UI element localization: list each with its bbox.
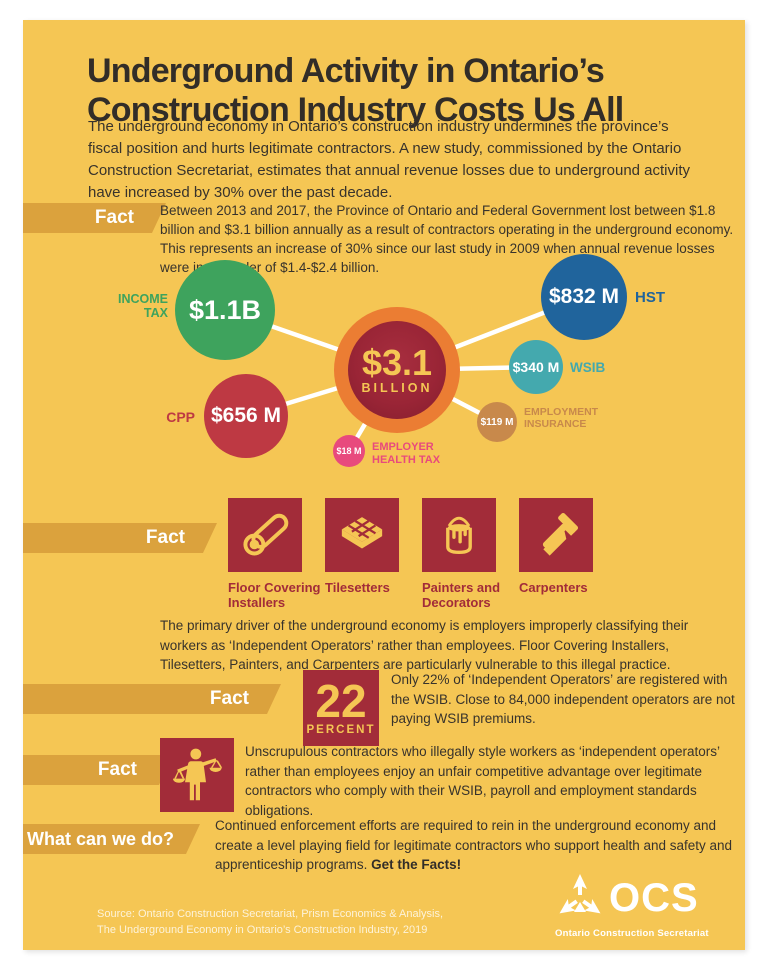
label-income-tax: INCOME TAX	[118, 292, 168, 320]
trade-label-painters: Painters and Decorators	[422, 580, 501, 610]
ocs-logo-acronym: OCS	[609, 876, 699, 920]
total-unit: BILLION	[361, 380, 433, 395]
cta-text: Continued enforcement efforts are requir…	[215, 816, 740, 875]
cta-banner: What can we do?	[23, 824, 200, 854]
stat-unit: PERCENT	[306, 724, 376, 736]
bubble-employer-health-tax: $18 M	[333, 435, 365, 467]
trade-label-tilesetters: Tilesetters	[325, 580, 390, 595]
trade-tile-carpenters	[519, 498, 593, 572]
stat-number: 22	[315, 675, 367, 727]
trade-label-floor-covering: Floor Covering Installers	[228, 580, 321, 610]
fact1-text: Between 2013 and 2017, the Province of O…	[160, 203, 734, 275]
fact3-banner: Fact	[23, 684, 281, 714]
label-hst: HST	[635, 289, 665, 306]
scales-of-justice-icon	[173, 748, 223, 801]
fact1-banner: Fact	[23, 203, 166, 233]
bubble-hst-value: $832 M	[548, 285, 620, 308]
cta-text-bold: Get the Facts!	[371, 857, 462, 872]
bubble-total-inner: $3.1 BILLION	[348, 321, 446, 419]
ocs-logo-name: Ontario Construction Secretariat	[555, 928, 709, 939]
intro-text: The underground economy in Ontario’s con…	[88, 118, 691, 201]
bubble-eht-value: $18 M	[336, 446, 362, 456]
trade-tile-floor-covering	[228, 498, 302, 572]
fact4-text: Unscrupulous contractors who illegally s…	[245, 744, 720, 818]
fact4-banner: Fact	[23, 755, 173, 785]
tiles-icon	[341, 517, 383, 549]
fact4-icon-tile	[160, 738, 234, 812]
cta-text-body: Continued enforcement efforts are requir…	[215, 818, 733, 872]
page-title: Underground Activity in Ontario’s Constr…	[87, 52, 624, 129]
bubble-ei-value: $119 M	[480, 416, 514, 428]
paint-can-icon	[446, 516, 472, 555]
fact3-text: Only 22% of ‘Independent Operators’ are …	[391, 672, 735, 726]
source-text: Source: Ontario Construction Secretariat…	[97, 908, 444, 936]
bubble-income-tax-value: $1.1B	[188, 294, 262, 325]
bubble-total: $3.1 BILLION	[334, 307, 460, 433]
label-employment-insurance: EMPLOYMENT INSURANCE	[524, 406, 599, 430]
trade-tile-painters	[422, 498, 496, 572]
stat-22-percent-tile: 22 PERCENT	[303, 670, 379, 746]
fact2-text: The primary driver of the underground ec…	[160, 618, 689, 672]
ocs-logo-icon	[559, 874, 601, 914]
bubble-wsib-value: $340 M	[512, 359, 560, 375]
bubble-employment-insurance: $119 M	[477, 402, 517, 442]
label-cpp: CPP	[166, 409, 195, 425]
bubble-cpp-value: $656 M	[210, 404, 282, 427]
bubble-cpp: $656 M	[204, 374, 288, 458]
hammer-saw-icon	[542, 512, 579, 556]
infographic-page: Underground Activity in Ontario’s Constr…	[23, 20, 745, 950]
ocs-logo: OCS Ontario Construction Secretariat	[555, 872, 725, 942]
total-value: $3.1	[361, 341, 433, 383]
fact2-banner: Fact	[23, 523, 217, 553]
trade-tile-tilesetters	[325, 498, 399, 572]
trade-label-carpenters: Carpenters	[519, 580, 588, 595]
bubble-wsib: $340 M	[509, 340, 563, 394]
label-employer-health-tax: EMPLOYER HEALTH TAX	[372, 441, 441, 466]
label-wsib: WSIB	[570, 360, 606, 375]
flooring-roll-icon	[243, 513, 289, 556]
